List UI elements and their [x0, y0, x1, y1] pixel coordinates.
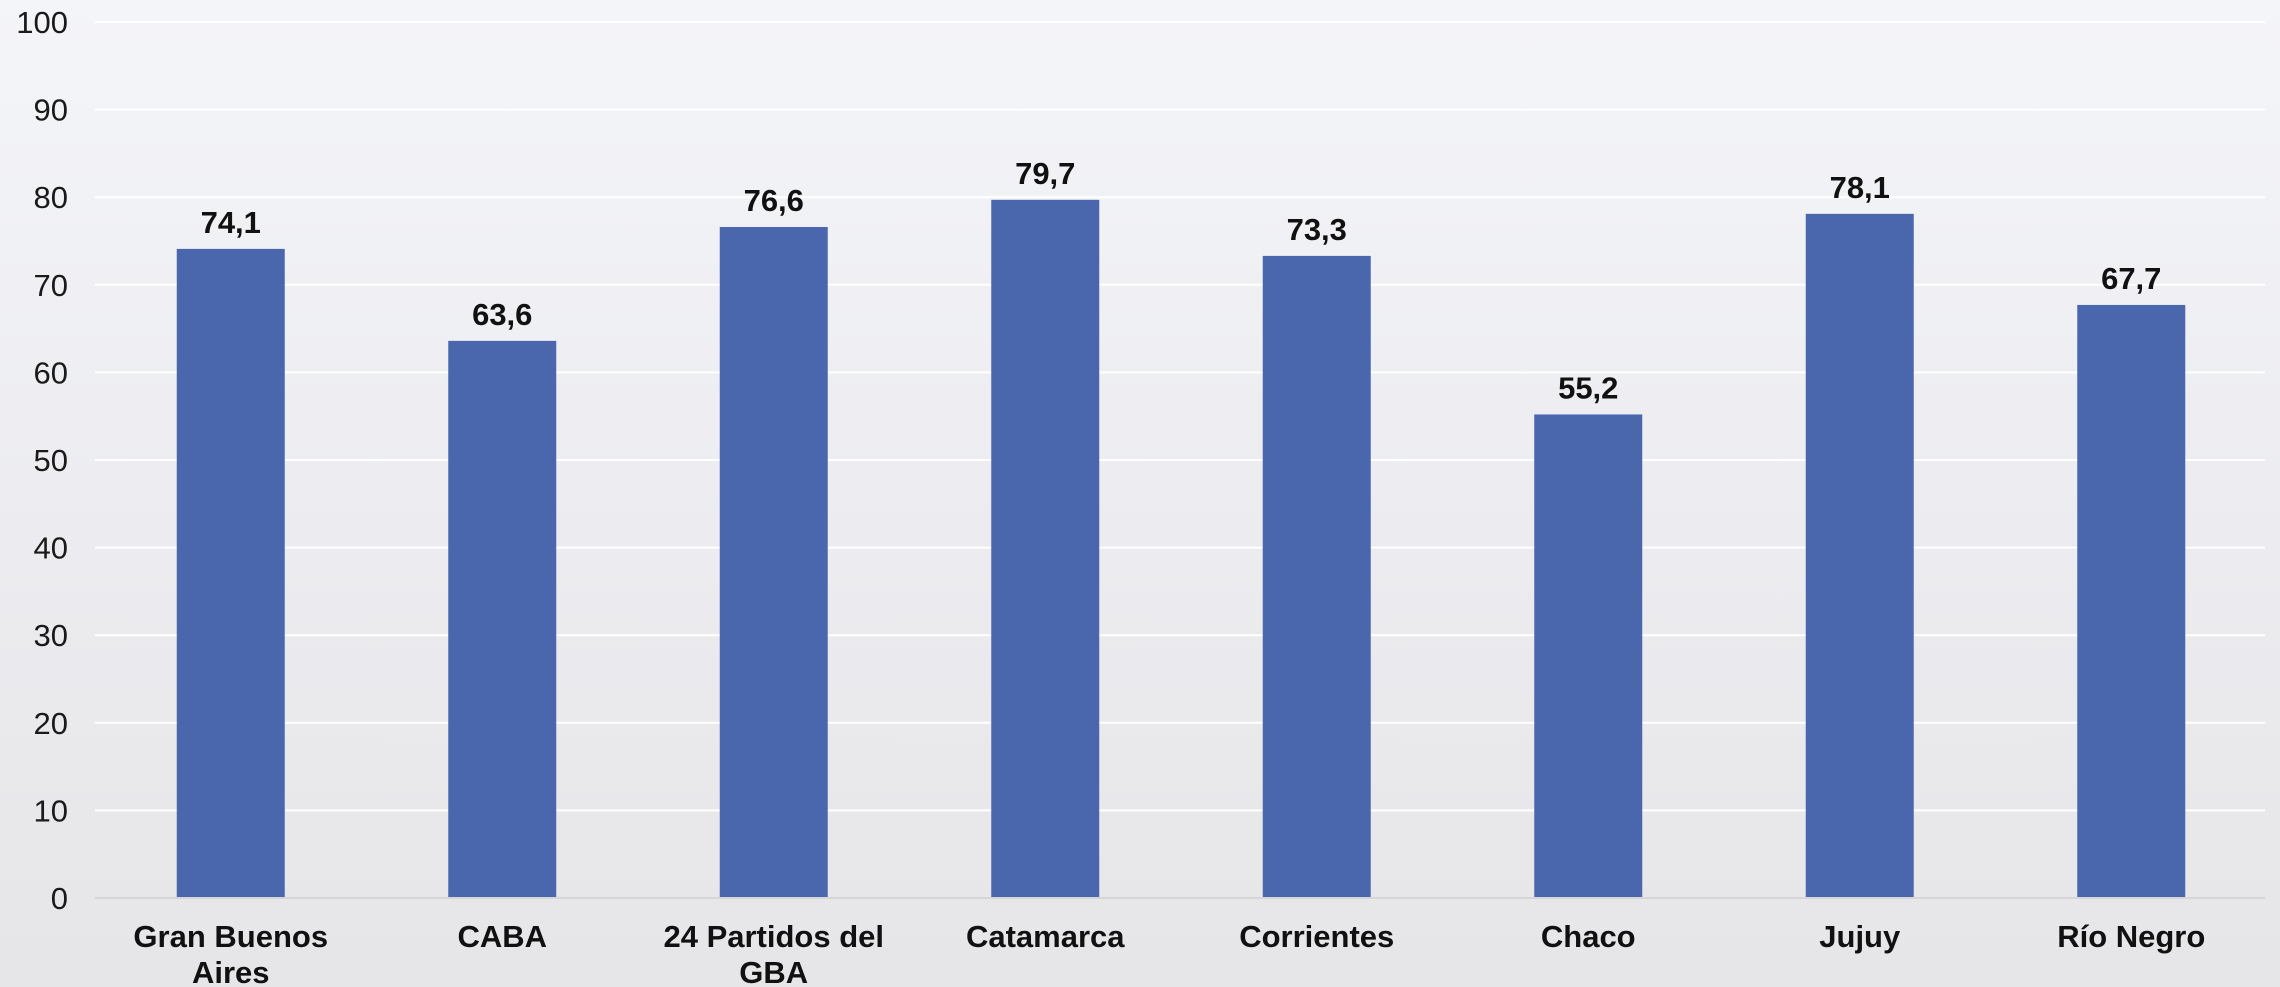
- y-axis: 0 10 20 30 40 50 60 70 80 90 100: [16, 5, 68, 916]
- y-tick-label: 70: [34, 268, 68, 303]
- y-tick-label: 30: [34, 618, 68, 653]
- bar: [448, 340, 557, 898]
- x-tick-label: Corrientes: [1239, 919, 1394, 954]
- y-tick-label: 80: [34, 180, 68, 215]
- bar: [2077, 304, 2186, 898]
- bar: [1805, 213, 1914, 898]
- bar: [176, 248, 285, 898]
- y-tick-label: 20: [34, 706, 68, 741]
- bars: [176, 199, 2186, 899]
- x-tick-label: Gran Buenos Aires: [133, 919, 328, 987]
- bar: [991, 199, 1100, 898]
- bar: [1534, 414, 1643, 898]
- gridlines: [95, 21, 2265, 812]
- y-tick-label: 50: [34, 443, 68, 478]
- data-label: 79,7: [1015, 156, 1075, 191]
- x-tick-label: Catamarca: [966, 919, 1125, 954]
- data-label: 78,1: [1830, 170, 1890, 205]
- y-tick-label: 100: [16, 5, 68, 40]
- x-tick-label: Río Negro: [2057, 919, 2205, 954]
- data-label: 73,3: [1287, 212, 1347, 247]
- x-tick-label: 24 Partidos del GBA: [663, 919, 884, 987]
- bar: [719, 226, 828, 898]
- y-tick-label: 40: [34, 531, 68, 566]
- data-label: 55,2: [1558, 370, 1618, 405]
- y-tick-label: 90: [34, 93, 68, 128]
- data-label: 76,6: [744, 183, 804, 218]
- y-tick-label: 0: [51, 881, 68, 916]
- bar: [1262, 255, 1371, 899]
- x-axis: Gran Buenos Aires CABA 24 Partidos del GBA Ca…: [133, 919, 2205, 987]
- y-tick-label: 10: [34, 793, 68, 828]
- data-labels: 74,1 63,6 76,6 79,7 73,3 55,2 78,1 67,7: [201, 156, 2162, 406]
- x-tick-label: CABA: [457, 919, 547, 954]
- y-tick-label: 60: [34, 355, 68, 390]
- data-label: 74,1: [201, 205, 261, 240]
- data-label: 67,7: [2101, 261, 2161, 296]
- x-tick-label: Jujuy: [1819, 919, 1901, 954]
- x-tick-label: Chaco: [1541, 919, 1636, 954]
- data-label: 63,6: [472, 297, 532, 332]
